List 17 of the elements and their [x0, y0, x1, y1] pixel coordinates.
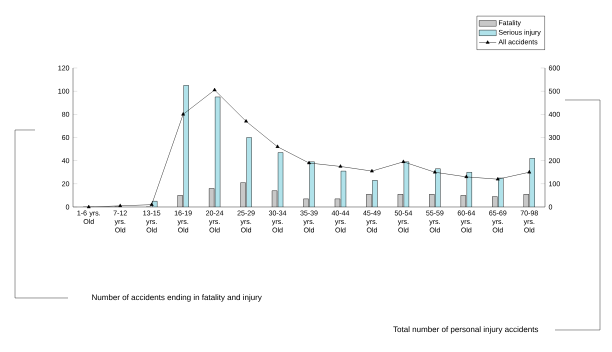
point: [401, 160, 406, 164]
point: [432, 170, 437, 174]
text: Total number of personal injury accidents: [393, 326, 538, 334]
point: [150, 202, 154, 206]
point: [338, 164, 342, 168]
point: [307, 160, 311, 164]
point: [181, 112, 186, 116]
point: [464, 174, 468, 178]
point: [527, 170, 532, 174]
point: [118, 204, 122, 208]
point: [276, 144, 280, 148]
point: [212, 88, 217, 92]
point: [370, 168, 374, 172]
point: [244, 119, 248, 122]
text: Number of accidents ending in fatality and injury: [92, 294, 262, 302]
point: [86, 204, 91, 208]
point: [496, 176, 500, 180]
